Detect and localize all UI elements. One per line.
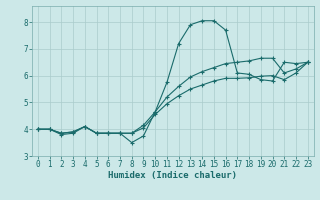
X-axis label: Humidex (Indice chaleur): Humidex (Indice chaleur) [108,171,237,180]
